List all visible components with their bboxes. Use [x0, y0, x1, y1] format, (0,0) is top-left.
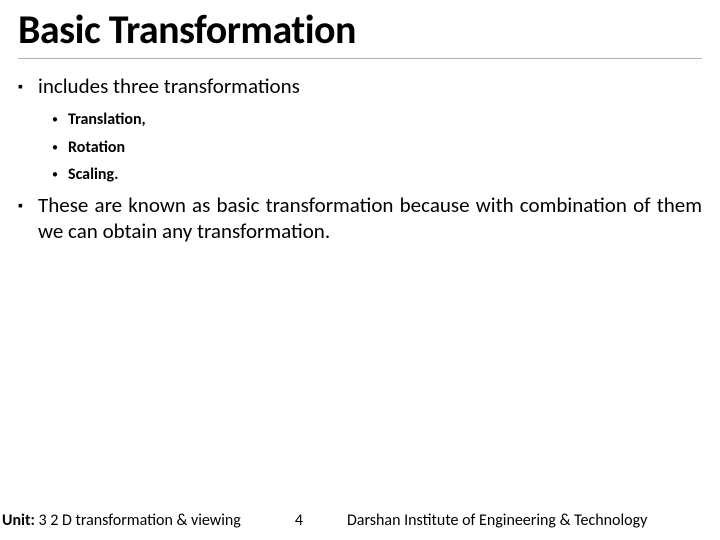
footer-org: Darshan Institute of Engineering & Techn… — [347, 511, 710, 530]
square-bullet-icon: ▪ — [18, 192, 38, 245]
dot-bullet-icon: • — [52, 109, 68, 131]
subbullet-text: Translation, — [68, 109, 146, 131]
subbullet-text: Scaling. — [68, 164, 118, 186]
bullet-text: These are known as basic transformation … — [38, 192, 702, 245]
footer-unit: Unit: 3 2 D transformation & viewing — [2, 511, 241, 530]
footer-unit-text: 3 2 D transformation & viewing — [35, 511, 241, 530]
dot-bullet-icon: • — [52, 164, 68, 186]
square-bullet-icon: ▪ — [18, 73, 38, 99]
footer-page-number: 4 — [295, 511, 303, 530]
subbullet-item: • Translation, — [52, 109, 702, 131]
bullet-text: includes three transformations — [38, 73, 702, 99]
footer-unit-label: Unit: — [2, 511, 35, 530]
dot-bullet-icon: • — [52, 137, 68, 159]
bullet-note: ▪ These are known as basic transformatio… — [18, 192, 702, 245]
subbullet-item: • Rotation — [52, 137, 702, 159]
slide-title: Basic Transformation — [18, 8, 702, 59]
slide-footer: Unit: 3 2 D transformation & viewing 4 D… — [0, 511, 720, 530]
slide-content: ▪ includes three transformations • Trans… — [18, 73, 702, 245]
subbullet-text: Rotation — [68, 137, 125, 159]
bullet-intro: ▪ includes three transformations — [18, 73, 702, 99]
subbullet-item: • Scaling. — [52, 164, 702, 186]
slide: Basic Transformation ▪ includes three tr… — [0, 0, 720, 540]
